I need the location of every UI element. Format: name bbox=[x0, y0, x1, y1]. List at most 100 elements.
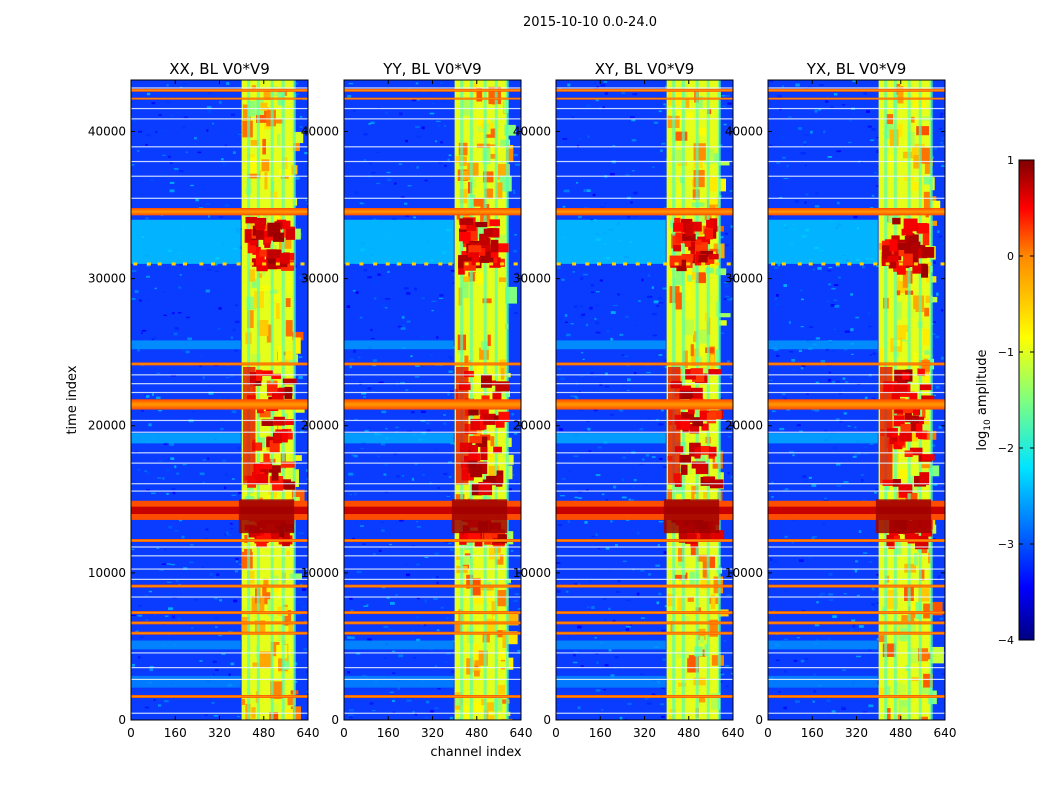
heatmap-cell bbox=[647, 274, 651, 277]
heatmap-cell bbox=[171, 115, 174, 117]
heatmap-cell bbox=[556, 621, 733, 625]
heatmap-cell bbox=[345, 262, 350, 266]
heatmap-cell bbox=[498, 651, 509, 660]
heatmap-cell bbox=[251, 278, 257, 288]
heatmap-cell bbox=[387, 178, 392, 182]
heatmap-cell bbox=[490, 529, 498, 539]
heatmap-cell bbox=[612, 619, 616, 623]
heatmap-cell bbox=[783, 638, 789, 640]
heatmap-cell bbox=[916, 126, 930, 136]
heatmap-cell bbox=[238, 132, 244, 134]
heatmap-cell bbox=[695, 101, 703, 109]
heatmap-cell bbox=[704, 644, 709, 657]
heatmap-cell bbox=[894, 683, 906, 696]
heatmap-cell bbox=[601, 83, 605, 86]
heatmap-cell bbox=[451, 499, 508, 534]
heatmap-cell bbox=[190, 544, 194, 546]
heatmap-cell bbox=[383, 473, 387, 476]
heatmap-cell bbox=[710, 594, 716, 609]
heatmap-cell bbox=[268, 465, 281, 473]
heatmap-cell bbox=[226, 531, 229, 535]
y-tick-label: 30000 bbox=[725, 272, 763, 286]
heatmap-cell bbox=[298, 356, 303, 358]
heatmap-cell bbox=[171, 615, 176, 619]
heatmap-cell bbox=[416, 166, 419, 169]
heatmap-cell bbox=[557, 368, 561, 370]
heatmap-cell bbox=[662, 287, 667, 290]
heatmap-cell bbox=[642, 605, 648, 609]
heatmap-cell bbox=[397, 262, 402, 266]
heatmap-cell bbox=[893, 627, 904, 636]
heatmap-cell bbox=[776, 94, 782, 98]
heatmap-cell bbox=[211, 262, 216, 266]
heatmap-cell bbox=[702, 256, 715, 264]
heatmap-cell bbox=[867, 326, 873, 328]
heatmap-cell bbox=[377, 455, 381, 458]
heatmap-cell bbox=[206, 268, 212, 271]
heatmap-cell bbox=[285, 419, 294, 426]
heatmap-cell bbox=[359, 262, 364, 266]
heatmap-cell bbox=[306, 477, 308, 480]
heatmap-cell bbox=[724, 664, 730, 668]
heatmap-cell bbox=[372, 710, 376, 712]
heatmap-cell bbox=[375, 151, 380, 153]
heatmap-cell bbox=[663, 262, 668, 266]
heatmap-cell bbox=[727, 471, 730, 475]
heatmap-cell bbox=[244, 534, 248, 543]
heatmap-cell bbox=[276, 262, 288, 268]
heatmap-cell bbox=[626, 454, 630, 457]
heatmap-cell bbox=[731, 672, 733, 675]
heatmap-cell bbox=[344, 391, 521, 394]
heatmap-cell bbox=[243, 366, 256, 485]
heatmap-cell bbox=[263, 210, 269, 224]
heatmap-cell bbox=[869, 354, 872, 356]
heatmap-cell bbox=[300, 262, 305, 266]
heatmap-cell bbox=[674, 572, 688, 581]
heatmap-cell bbox=[162, 477, 165, 480]
heatmap-cell bbox=[768, 667, 945, 669]
heatmap-cell bbox=[912, 351, 922, 368]
heatmap-cell bbox=[252, 246, 261, 255]
heatmap-cell bbox=[173, 332, 178, 336]
heatmap-cell bbox=[556, 694, 733, 698]
heatmap-cell bbox=[891, 235, 900, 243]
heatmap-cell bbox=[195, 198, 199, 202]
heatmap-cell bbox=[861, 479, 864, 482]
heatmap-cell bbox=[595, 190, 599, 194]
heatmap-cell bbox=[157, 262, 162, 266]
heatmap-cell bbox=[148, 423, 152, 427]
heatmap-cell bbox=[354, 418, 358, 420]
heatmap-cell bbox=[228, 673, 231, 677]
heatmap-cell bbox=[506, 613, 519, 626]
heatmap-cell bbox=[257, 467, 269, 475]
heatmap-cell bbox=[207, 90, 213, 94]
heatmap-cell bbox=[498, 411, 510, 423]
heatmap-cell bbox=[170, 457, 175, 460]
heatmap-cell bbox=[572, 661, 578, 664]
heatmap-cell bbox=[353, 349, 356, 353]
heatmap-cell bbox=[708, 369, 722, 375]
heatmap-cell bbox=[344, 146, 521, 148]
heatmap-cell bbox=[132, 663, 135, 667]
heatmap-cell bbox=[608, 607, 611, 611]
heatmap-cell bbox=[625, 173, 630, 177]
panel-title: YX, BL V0*V9 bbox=[806, 60, 907, 78]
y-tick-label: 0 bbox=[118, 713, 126, 727]
heatmap-cell bbox=[262, 262, 267, 266]
heatmap-cell bbox=[293, 135, 300, 152]
colorbar-label: log10 amplitude bbox=[975, 349, 993, 450]
heatmap-cell bbox=[466, 658, 472, 675]
heatmap-cell bbox=[391, 650, 396, 652]
heatmap-cell bbox=[858, 530, 862, 533]
heatmap-cell bbox=[446, 495, 450, 497]
heatmap-cell bbox=[344, 506, 521, 515]
heatmap-cell bbox=[163, 548, 167, 551]
heatmap-cell bbox=[923, 673, 933, 688]
heatmap-cells bbox=[131, 80, 308, 720]
heatmap-cell bbox=[173, 168, 179, 170]
heatmap-cell bbox=[146, 92, 151, 96]
heatmap-cell bbox=[791, 358, 795, 362]
heatmap-cell bbox=[876, 265, 881, 267]
heatmap-cell bbox=[684, 240, 692, 247]
heatmap-cell bbox=[514, 234, 517, 236]
